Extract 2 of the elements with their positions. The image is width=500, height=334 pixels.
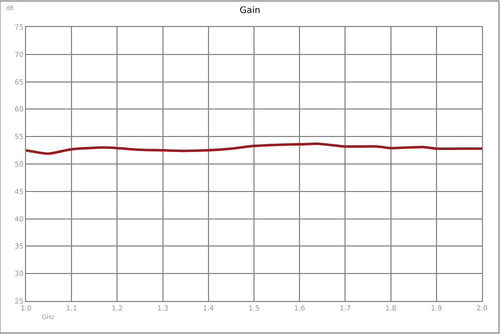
line-series (26, 142, 482, 155)
chart-title: Gain (240, 6, 260, 16)
